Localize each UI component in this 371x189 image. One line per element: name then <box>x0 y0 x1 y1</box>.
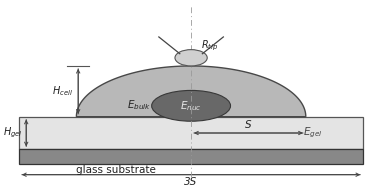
Polygon shape <box>76 66 306 117</box>
Bar <box>19 149 363 164</box>
Text: 3S: 3S <box>184 177 198 187</box>
Text: E$_{bulk}$: E$_{bulk}$ <box>127 98 151 112</box>
Text: E$_{nuc}$: E$_{nuc}$ <box>180 99 202 113</box>
Text: E$_{gel}$: E$_{gel}$ <box>303 126 323 140</box>
Text: glass substrate: glass substrate <box>76 165 156 175</box>
Ellipse shape <box>152 90 230 121</box>
Bar <box>19 117 363 149</box>
Text: S: S <box>245 120 252 130</box>
Text: H$_{cell}$: H$_{cell}$ <box>52 84 73 98</box>
Text: H$_{gel}$: H$_{gel}$ <box>3 126 23 140</box>
Circle shape <box>175 50 207 66</box>
Text: R$_{tip}$: R$_{tip}$ <box>201 39 219 53</box>
